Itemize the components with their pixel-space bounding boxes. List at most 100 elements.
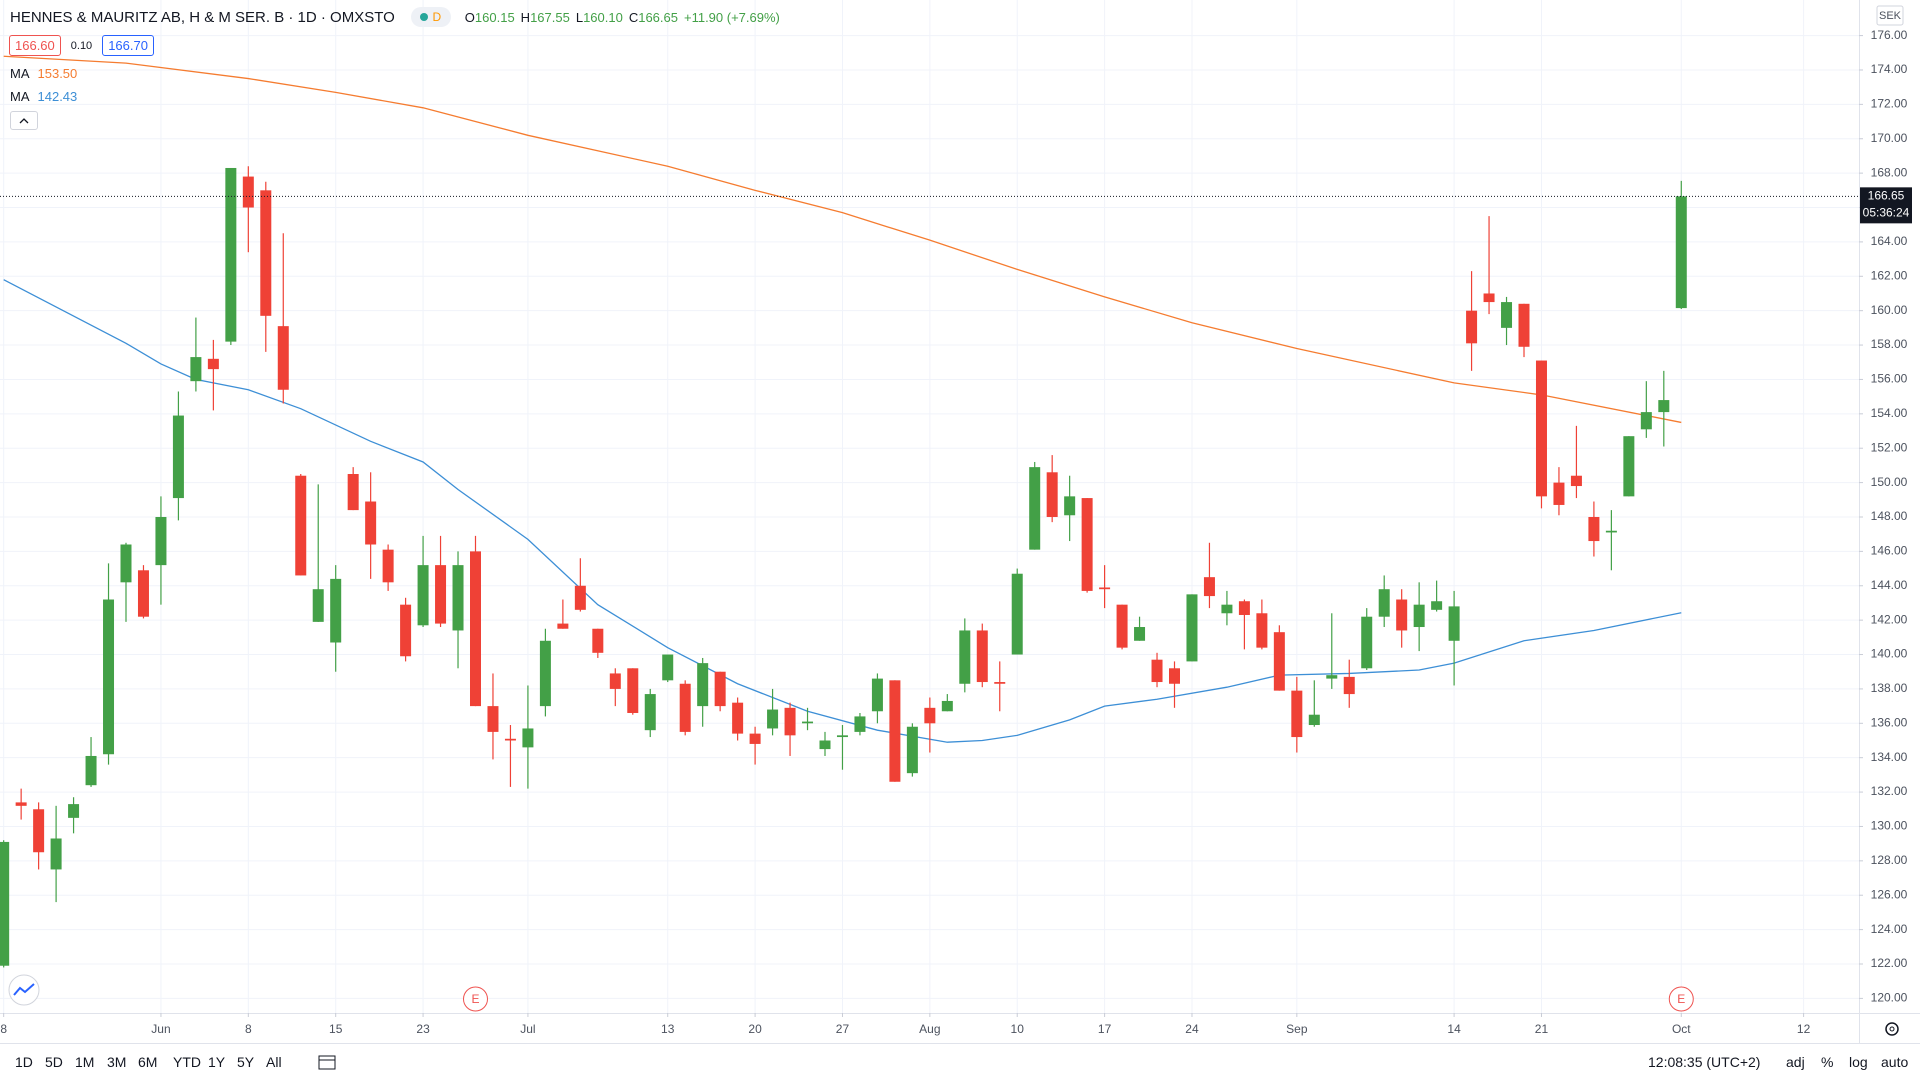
- candle-body: [50, 838, 62, 870]
- y-tick-label: 150.00: [1871, 475, 1908, 489]
- x-tick-label: 24: [1185, 1022, 1199, 1036]
- ask[interactable]: 166.70: [102, 35, 154, 56]
- x-tick-label: 23: [416, 1022, 430, 1036]
- candle-body: [1501, 302, 1513, 328]
- y-tick-label: 128.00: [1871, 853, 1908, 867]
- candle-body: [976, 630, 988, 683]
- candle-body: [137, 570, 149, 617]
- collapse-button[interactable]: [10, 111, 38, 130]
- candle-body: [417, 565, 429, 626]
- bid[interactable]: 166.60: [9, 35, 61, 56]
- candle-body: [924, 707, 936, 724]
- candle-body: [609, 673, 621, 689]
- x-tick-label: 10: [1011, 1022, 1025, 1036]
- y-tick-label: 136.00: [1871, 715, 1908, 729]
- candle-body: [382, 549, 394, 583]
- candle-body: [400, 604, 412, 657]
- candle-body: [889, 680, 901, 782]
- range-button[interactable]: 1M: [75, 1054, 95, 1070]
- range-button[interactable]: 1D: [15, 1054, 33, 1070]
- candle-body: [732, 702, 744, 734]
- badge-text: D: [432, 10, 442, 24]
- ohlc-item: H167.55: [521, 10, 570, 25]
- candle-body: [1203, 577, 1215, 597]
- indicator-legend: MA 153.50: [10, 66, 77, 81]
- candle-body: [1134, 627, 1146, 641]
- candle-body: [68, 804, 80, 818]
- y-tick-label: 146.00: [1871, 544, 1908, 558]
- candle-body: [452, 565, 464, 631]
- clock: 12:08:35 (UTC+2): [1648, 1054, 1761, 1070]
- y-tick-label: 120.00: [1871, 991, 1908, 1005]
- bottom-toolbar: 12:08:35 (UTC+2) 1D 5D 1M 3M 6M YTD 1Y 5Y All adj…: [0, 1043, 1920, 1080]
- candle-body: [1326, 675, 1338, 679]
- scale-option[interactable]: log: [1849, 1054, 1868, 1070]
- range-button[interactable]: 6M: [138, 1054, 158, 1070]
- earnings-label: E: [1677, 992, 1685, 1006]
- scale-option[interactable]: adj: [1786, 1054, 1805, 1070]
- x-tick-label: 21: [1535, 1022, 1549, 1036]
- x-tick-label: 8: [0, 1022, 7, 1036]
- candle-body: [714, 671, 726, 707]
- ohlc-item: C166.65: [629, 10, 678, 25]
- range-button[interactable]: 5Y: [237, 1054, 255, 1070]
- ohlc-item: L160.10: [576, 10, 623, 25]
- earnings-marker[interactable]: [462, 986, 488, 1012]
- y-tick-label: 162.00: [1871, 268, 1908, 282]
- ohlc-key: C: [628, 9, 639, 25]
- candle-body: [1029, 467, 1041, 550]
- range-button[interactable]: 5D: [45, 1054, 63, 1070]
- candle-body: [347, 474, 359, 511]
- last-price-label: 166.65: [1868, 189, 1905, 203]
- range-button[interactable]: 3M: [107, 1054, 127, 1070]
- last-price-tag: [1860, 187, 1912, 224]
- candle-body: [365, 501, 377, 545]
- y-tick-label: 170.00: [1871, 131, 1908, 145]
- candle-body: [767, 709, 779, 729]
- y-tick-label: 126.00: [1871, 887, 1908, 901]
- range-button[interactable]: YTD: [173, 1054, 201, 1070]
- y-tick-label: 122.00: [1871, 956, 1908, 970]
- candle-body: [644, 694, 656, 731]
- range-button[interactable]: All: [266, 1054, 282, 1070]
- change: +11.90 (+7.69%): [683, 9, 780, 25]
- candle-body: [1099, 587, 1111, 590]
- ohlc-value: 167.55: [530, 9, 570, 25]
- y-tick-label: 142.00: [1871, 612, 1908, 626]
- candle-body: [1361, 616, 1373, 669]
- ohlc-value: 160.15: [474, 9, 515, 25]
- candle-body: [1483, 293, 1495, 303]
- range-button[interactable]: 1Y: [208, 1054, 226, 1070]
- interval-badge[interactable]: D: [410, 7, 451, 27]
- currency-box[interactable]: [1876, 5, 1904, 26]
- x-tick-label: Jul: [520, 1022, 535, 1036]
- candle-body: [1256, 613, 1268, 648]
- candle-body: [697, 663, 709, 707]
- ohlc-value: 160.10: [583, 9, 623, 25]
- scale-option[interactable]: auto: [1881, 1054, 1909, 1070]
- earnings-marker[interactable]: [1668, 986, 1694, 1012]
- y-tick-label: 164.00: [1871, 234, 1908, 248]
- date-range-icon[interactable]: [318, 1054, 336, 1070]
- x-tick-label: Aug: [919, 1022, 940, 1036]
- scale-option[interactable]: %: [1821, 1054, 1834, 1070]
- x-tick-label: 14: [1447, 1022, 1461, 1036]
- x-tick-label: 20: [748, 1022, 762, 1036]
- settings-icon[interactable]: [1885, 1022, 1899, 1036]
- ohlc-key: O: [464, 9, 475, 25]
- y-tick-label: 176.00: [1871, 28, 1908, 42]
- candle-body: [959, 630, 971, 684]
- candle-body: [1640, 412, 1652, 430]
- candle-body: [1221, 604, 1233, 614]
- x-tick-label: 13: [661, 1022, 675, 1036]
- candle-body: [1448, 606, 1460, 641]
- y-tick-label: 132.00: [1871, 784, 1908, 798]
- candle-body: [225, 167, 237, 342]
- candle-body: [330, 578, 342, 643]
- candle-body: [190, 357, 202, 382]
- candle-body: [1273, 632, 1285, 691]
- ohlc-key: H: [520, 9, 531, 25]
- candle-body: [207, 358, 219, 370]
